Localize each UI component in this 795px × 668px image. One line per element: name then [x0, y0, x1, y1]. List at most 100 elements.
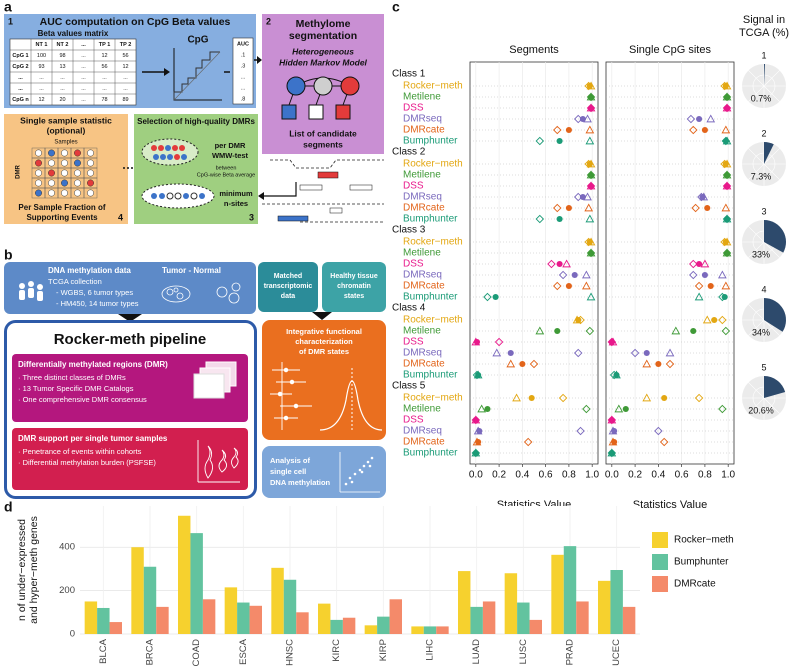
auc-bg — [232, 37, 254, 105]
recall-triangle — [721, 281, 731, 290]
f1-dot — [696, 260, 703, 268]
precision-diamond — [720, 237, 729, 247]
f1-dot — [661, 394, 668, 402]
precision-diamond — [718, 404, 727, 414]
dot — [174, 154, 180, 160]
matrix-header: NT 1 — [36, 42, 48, 48]
precision-diamond — [686, 114, 696, 124]
bar — [563, 546, 577, 634]
precision-diamond — [697, 192, 706, 202]
recall-triangle — [607, 415, 617, 424]
dot — [172, 145, 178, 151]
curve-label: CpG — [187, 35, 208, 46]
dot — [165, 145, 171, 151]
legend-label: Bumphunter — [674, 557, 729, 568]
box-text: Matched — [274, 273, 302, 280]
recall-triangle — [722, 237, 732, 246]
method-label: DMRcate — [403, 281, 445, 292]
recall-triangle — [506, 359, 516, 368]
f1-dot — [711, 316, 718, 324]
method-label: Metilene — [403, 326, 441, 337]
dot — [183, 193, 189, 199]
integrative-box — [262, 320, 386, 440]
method-label: Bumphunter — [403, 292, 458, 303]
x-tick-label: 1.0 — [721, 470, 735, 481]
bar — [470, 606, 483, 634]
bar — [190, 533, 203, 634]
recall-triangle — [477, 404, 487, 413]
precision-diamond — [722, 103, 732, 113]
method-label: DSS — [403, 103, 424, 114]
method-label: DMRseq — [403, 192, 442, 203]
precision-diamond — [609, 370, 619, 380]
matrix-cell: ... — [123, 75, 128, 81]
recall-triangle — [694, 292, 704, 301]
recall-triangle — [585, 136, 595, 145]
precision-diamond — [654, 426, 663, 436]
matrix-cell: 13 — [59, 64, 65, 70]
precision-diamond — [471, 415, 481, 425]
pie-wedge — [764, 298, 786, 332]
recall-triangle — [614, 404, 624, 413]
dot — [151, 193, 157, 199]
f1-dot — [696, 115, 703, 123]
pie-wedge — [764, 142, 774, 164]
bar — [143, 566, 157, 634]
matrix-cell: 93 — [38, 64, 44, 70]
method-label: Rocker−meth — [403, 159, 463, 170]
method-label: Rocker−meth — [403, 81, 463, 92]
x-tick-label: 0.2 — [492, 470, 506, 481]
precision-diamond — [718, 292, 727, 302]
bar — [156, 606, 169, 634]
arrow — [262, 182, 297, 197]
pie-value-label: 0.7% — [751, 93, 772, 103]
facet-panel — [605, 61, 735, 465]
matrix-row-label: CpG 2 — [12, 64, 28, 70]
method-label: Bumphunter — [403, 136, 458, 147]
hmm-state — [313, 76, 333, 96]
method-label: Bumphunter — [403, 448, 458, 459]
bar — [598, 580, 611, 634]
bar — [436, 626, 449, 634]
panel-label: b — [4, 247, 13, 263]
pie-value-label: 20.6% — [748, 405, 774, 415]
recall-triangle — [585, 125, 595, 134]
recall-triangle — [535, 326, 545, 335]
bar — [271, 567, 284, 634]
segment — [277, 215, 309, 222]
matrix-title: Beta values matrix — [38, 29, 109, 38]
bar — [364, 625, 378, 634]
precision-diamond — [586, 248, 596, 258]
box-title: DMR support per single tumor samples — [18, 434, 168, 443]
method-label: DSS — [403, 415, 424, 426]
bar — [482, 601, 496, 634]
recall-triangle — [721, 203, 731, 212]
bar — [97, 607, 110, 634]
step-number: 1 — [8, 16, 13, 26]
recall-triangle — [722, 248, 732, 257]
pipeline-title: Rocker-meth pipeline — [54, 331, 207, 348]
bar — [202, 599, 216, 634]
panel-label: d — [4, 499, 13, 515]
matrix-row-label: ... — [18, 75, 23, 81]
bar — [610, 570, 623, 634]
bar — [342, 617, 356, 634]
x-tick-label: 0.8 — [562, 470, 576, 481]
pie-category: 2 — [761, 128, 766, 138]
grid-dot — [35, 159, 42, 167]
recall-triangle — [717, 270, 727, 279]
matrix-cell: 12 — [122, 64, 128, 70]
precision-diamond — [573, 192, 583, 202]
precision-diamond — [584, 237, 593, 247]
x-tick-label: KIRP — [378, 639, 389, 661]
grid-cell — [83, 187, 98, 199]
recall-triangle — [512, 393, 521, 402]
model-name: Heterogeneous — [292, 46, 354, 56]
panel-label: a — [4, 0, 12, 15]
recall-triangle — [473, 370, 483, 379]
matrix-cell: ... — [39, 75, 44, 81]
recall-triangle — [722, 103, 732, 112]
grid-dot — [35, 179, 42, 187]
segment — [299, 184, 323, 191]
x-tick-label: KIRC — [331, 639, 342, 662]
